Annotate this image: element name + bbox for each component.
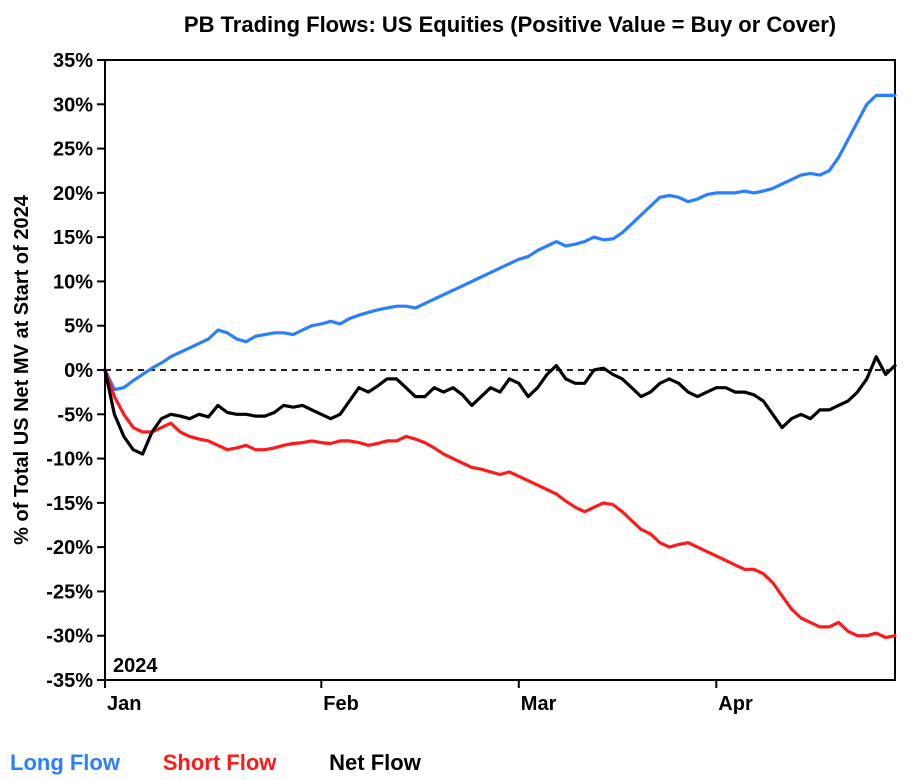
ytick-label: -25% bbox=[46, 581, 93, 603]
ytick-label: 35% bbox=[53, 50, 93, 72]
ytick-label: -20% bbox=[46, 537, 93, 559]
xtick-label: Feb bbox=[323, 693, 359, 715]
xtick-label: Mar bbox=[521, 693, 557, 715]
ytick-label: -10% bbox=[46, 449, 93, 471]
ytick-label: 10% bbox=[53, 271, 93, 293]
ytick-label: 15% bbox=[53, 227, 93, 249]
legend-item: Long Flow bbox=[10, 750, 121, 775]
ytick-label: 0% bbox=[64, 360, 93, 382]
chart-svg: PB Trading Flows: US Equities (Positive … bbox=[0, 0, 922, 780]
legend-item: Net Flow bbox=[329, 750, 422, 775]
legend-item: Short Flow bbox=[163, 750, 278, 775]
ytick-label: 25% bbox=[53, 139, 93, 161]
ytick-label: 30% bbox=[53, 94, 93, 116]
year-label: 2024 bbox=[113, 655, 158, 677]
xtick-label: Jan bbox=[107, 693, 141, 715]
ytick-label: -15% bbox=[46, 493, 93, 515]
ytick-label: -30% bbox=[46, 626, 93, 648]
chart-container: PB Trading Flows: US Equities (Positive … bbox=[0, 0, 922, 780]
y-axis-label: % of Total US Net MV at Start of 2024 bbox=[11, 194, 33, 545]
ytick-label: 20% bbox=[53, 183, 93, 205]
chart-title: PB Trading Flows: US Equities (Positive … bbox=[184, 12, 836, 37]
xtick-label: Apr bbox=[718, 693, 753, 715]
ytick-label: -35% bbox=[46, 670, 93, 692]
ytick-label: 5% bbox=[64, 316, 93, 338]
ytick-label: -5% bbox=[57, 404, 93, 426]
